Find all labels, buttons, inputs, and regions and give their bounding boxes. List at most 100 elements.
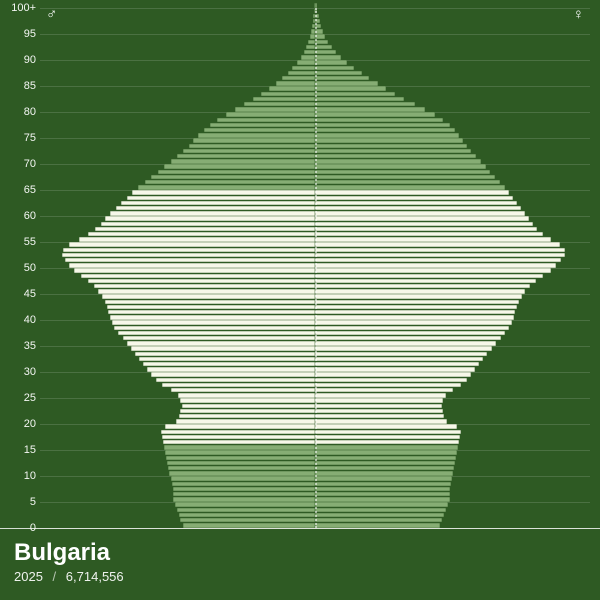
y-tick-label: 70: [24, 158, 36, 170]
y-tick-label: 35: [24, 340, 36, 352]
male-bar: [62, 253, 315, 258]
male-bar: [101, 222, 316, 227]
female-bar: [315, 430, 461, 435]
male-bar: [110, 315, 315, 320]
male-bar: [175, 502, 315, 507]
female-bar: [315, 284, 530, 289]
male-bar: [301, 55, 315, 60]
y-tick-label: 90: [24, 54, 36, 66]
male-bar: [193, 138, 315, 143]
male-bar: [304, 50, 315, 55]
male-bar: [169, 471, 315, 476]
male-bar: [164, 445, 315, 450]
male-bar: [112, 320, 316, 325]
male-bar: [167, 461, 315, 466]
male-bar: [79, 237, 316, 242]
male-bar: [171, 476, 315, 481]
male-bar: [94, 284, 315, 289]
male-bar: [276, 81, 315, 86]
male-bar: [145, 180, 316, 185]
female-bar: [315, 55, 341, 60]
y-tick-label: 80: [24, 106, 36, 118]
female-bar: [315, 419, 447, 424]
male-bar: [132, 190, 315, 195]
male-bar: [179, 414, 315, 419]
female-bar: [315, 424, 457, 429]
male-bar: [177, 508, 315, 513]
female-bar: [315, 404, 442, 409]
chart-area: ♂ ♀ 051015202530354045505560657075808590…: [0, 0, 600, 528]
male-bar: [95, 227, 315, 232]
male-bar: [139, 357, 315, 362]
female-bar: [315, 471, 453, 476]
country-name: Bulgaria: [14, 539, 586, 567]
female-bar: [315, 435, 460, 440]
male-bar: [176, 419, 315, 424]
male-bar: [110, 211, 315, 216]
female-bar: [315, 502, 448, 507]
female-bar: [315, 518, 442, 523]
y-tick-label: 15: [24, 444, 36, 456]
male-bar: [165, 450, 315, 455]
male-bar: [288, 71, 316, 76]
male-bar: [121, 201, 315, 206]
female-bar: [315, 86, 386, 91]
female-bar: [315, 388, 453, 393]
female-bar: [315, 216, 529, 221]
female-bar: [315, 294, 522, 299]
female-bar: [315, 248, 565, 253]
female-bar: [315, 362, 479, 367]
footer: Bulgaria 2025 / 6,714,556: [0, 528, 600, 600]
male-bar: [105, 300, 315, 305]
female-bar: [315, 274, 543, 279]
y-tick-label: 100+: [11, 2, 36, 14]
male-bar: [253, 97, 315, 102]
separator: /: [53, 569, 57, 584]
y-tick-label: 20: [24, 418, 36, 430]
female-bar: [315, 440, 459, 445]
female-bar: [315, 102, 415, 107]
male-bar: [182, 404, 315, 409]
female-bar: [315, 227, 537, 232]
female-bar: [315, 372, 471, 377]
male-bar: [143, 362, 315, 367]
male-bar: [147, 367, 315, 372]
male-bar: [261, 92, 315, 97]
male-bar: [204, 128, 315, 133]
female-bar: [315, 393, 446, 398]
male-bar: [168, 466, 315, 471]
male-bar: [171, 388, 315, 393]
female-bar: [315, 513, 444, 518]
male-bar: [102, 294, 315, 299]
male-bar: [173, 492, 315, 497]
female-bar: [315, 456, 456, 461]
female-bar: [315, 71, 362, 76]
male-bar: [118, 331, 315, 336]
female-bar: [315, 466, 454, 471]
male-bar: [180, 409, 315, 414]
female-bar: [315, 482, 451, 487]
male-bar: [114, 326, 315, 331]
male-bar: [217, 118, 315, 123]
male-bar: [177, 154, 315, 159]
male-bar: [135, 352, 315, 357]
female-bar: [315, 398, 443, 403]
female-bar: [315, 97, 404, 102]
y-axis: 0510152025303540455055606570758085909510…: [0, 8, 40, 528]
female-bar: [315, 164, 486, 169]
female-bar: [315, 3, 317, 8]
male-bar: [166, 456, 315, 461]
male-bar: [63, 248, 315, 253]
male-bar: [210, 123, 315, 128]
female-bar: [315, 497, 450, 502]
female-bar: [315, 357, 483, 362]
female-bar: [315, 476, 452, 481]
female-bar: [315, 175, 495, 180]
male-bar: [138, 185, 315, 190]
y-tick-label: 85: [24, 80, 36, 92]
female-bar: [315, 159, 481, 164]
male-bar: [198, 133, 315, 138]
y-tick-label: 95: [24, 28, 36, 40]
male-bar: [151, 372, 315, 377]
male-bar: [88, 232, 315, 237]
